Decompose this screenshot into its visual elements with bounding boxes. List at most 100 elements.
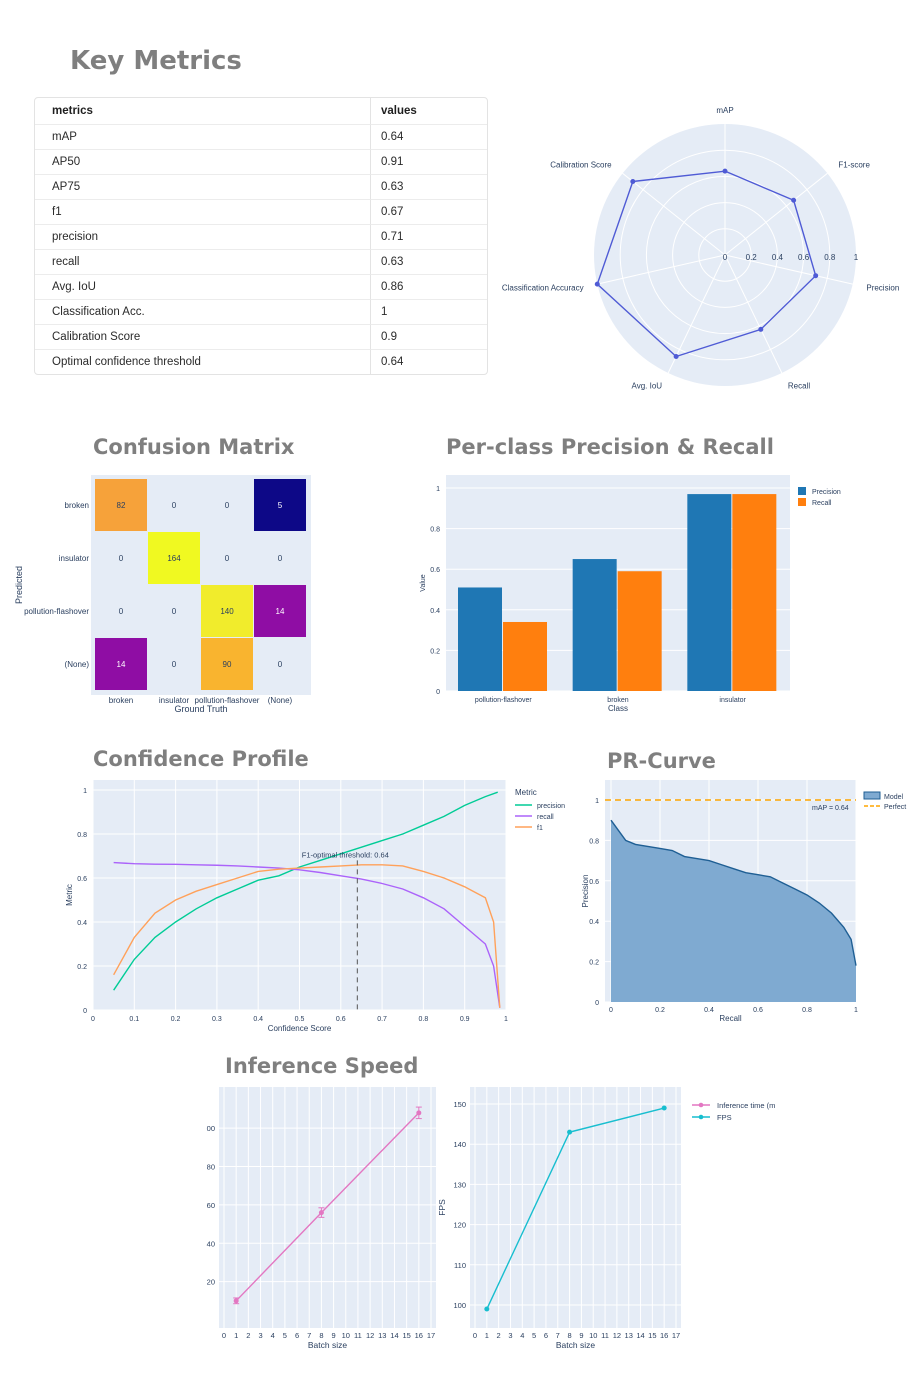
inf-x-tick: 10 [342,1331,350,1340]
bar-recall [732,494,777,691]
matrix-cell [95,479,147,531]
bar-precision [458,587,502,691]
conf-x-tick: 0.6 [336,1016,346,1023]
matrix-value: 0 [225,501,230,510]
table-row: Optimal confidence threshold 0.64 [35,350,487,374]
matrix-y-tick: pollution-flashover [24,607,89,616]
matrix-value: 0 [278,660,283,669]
matrix-cell [201,638,253,690]
matrix-x-tick: pollution-flashover [195,696,260,705]
legend-label: Precision [812,489,841,496]
bar-y-tick: 0.4 [430,608,440,615]
conf-y-tick: 1 [83,788,87,795]
legend-title: Metric [515,788,537,797]
radar-axis-label: Classification Accuracy [502,283,584,292]
table-header-cell: metrics [35,98,371,125]
fps-x-tick: 0 [473,1331,477,1340]
confusion-matrix-title: Confusion Matrix [93,435,295,459]
table-cell: f1 [35,200,371,225]
inference-time-chart: 0 1 2 3 4 5 6 7 8 9 10 11 12 13 14 15 16 172040608000Batc… [207,1087,436,1350]
table-row: f1 0.67 [35,200,487,225]
radar-axis-label: Avg. IoU [632,382,663,391]
matrix-cell [201,585,253,637]
matrix-value: 0 [119,607,124,616]
bar-y-tick: 0.2 [430,648,440,655]
pr-area [611,820,856,1002]
inf-y-tick: 20 [207,1278,215,1287]
radar-tick-label: 0.6 [798,253,810,262]
matrix-value: 0 [119,554,124,563]
radar-axis-label: F1-score [838,161,870,170]
matrix-value: 90 [223,660,232,669]
inf-x-tick: 15 [402,1331,410,1340]
fps-x-tick: 7 [556,1331,560,1340]
bar-y-tick: 0.8 [430,527,440,534]
table-cell: 0.64 [371,125,487,150]
radar-spoke [724,254,783,374]
fps-point [661,1105,667,1111]
fps-y-tick: 120 [453,1221,466,1230]
matrix-cell [95,638,147,690]
fps-x-tick: 1 [485,1331,489,1340]
bar-recall [617,571,662,691]
matrix-cell [254,479,306,531]
legend-label: FPS [717,1113,732,1122]
fps-x-tick: 15 [648,1331,656,1340]
fps-x-tick: 12 [613,1331,621,1340]
inf-point [233,1298,239,1304]
pr-y-tick: 0.8 [589,838,599,845]
table-cell: 0.63 [371,250,487,275]
inf-x-tick: 17 [427,1331,435,1340]
conf-x-tick: 0.7 [377,1016,387,1023]
inf-point [416,1110,422,1116]
inf-y-tick: 80 [207,1163,215,1172]
inference-speed-title: Inference Speed [225,1054,419,1078]
conf-x-tick: 0 [91,1016,95,1023]
radar-point [594,281,600,287]
inf-y-tick: 00 [207,1124,215,1133]
bar-x-tick: insulator [719,697,746,704]
fps-x-tick: 11 [601,1331,609,1340]
matrix-value: 0 [172,607,177,616]
matrix-value: 0 [278,554,283,563]
conf-series-f1 [113,864,501,1008]
radar-point [791,197,797,203]
fps-x-tick: 17 [672,1331,680,1340]
inf-y-tick: 60 [207,1201,215,1210]
inf-point [318,1210,324,1216]
radar-point [758,326,764,332]
pr-x-label: Recall [719,1014,741,1023]
matrix-value: 14 [117,660,126,669]
confidence-profile-title: Confidence Profile [93,747,309,771]
table-cell: Optimal confidence threshold [35,350,371,374]
radar-point [630,178,636,184]
pr-y-label: Precision [581,875,590,908]
pr-y-tick: 0 [595,1000,599,1007]
fps-x-tick: 3 [508,1331,512,1340]
inf-plot-background [219,1087,436,1328]
inf-x-tick: 4 [271,1331,275,1340]
radar-spoke [724,172,828,256]
conf-series-recall [113,861,501,1008]
pr-x-tick: 0 [609,1007,613,1014]
inf-x-tick: 16 [415,1331,423,1340]
radar-axis-label: mAP [716,106,733,115]
legend-label: recall [537,814,554,821]
matrix-y-tick: broken [65,501,89,510]
radar-tick-label: 0 [723,253,728,262]
table-cell: Avg. IoU [35,275,371,300]
inf-x-tick: 14 [390,1331,398,1340]
pr-x-tick: 0.2 [655,1007,665,1014]
radar-tick-label: 0.2 [746,253,758,262]
table-cell: 0.91 [371,150,487,175]
table-header-cell: values [371,98,487,125]
matrix-x-tick: broken [109,696,133,705]
inf-y-tick: 40 [207,1239,215,1248]
table-cell: AP50 [35,150,371,175]
table-row: Avg. IoU 0.86 [35,275,487,300]
conf-y-tick: 0.2 [77,964,87,971]
conf-y-tick: 0.6 [77,876,87,883]
bar-x-tick: pollution-flashover [475,697,532,704]
bar-y-label: Value [420,574,427,591]
fps-y-tick: 100 [453,1301,466,1310]
